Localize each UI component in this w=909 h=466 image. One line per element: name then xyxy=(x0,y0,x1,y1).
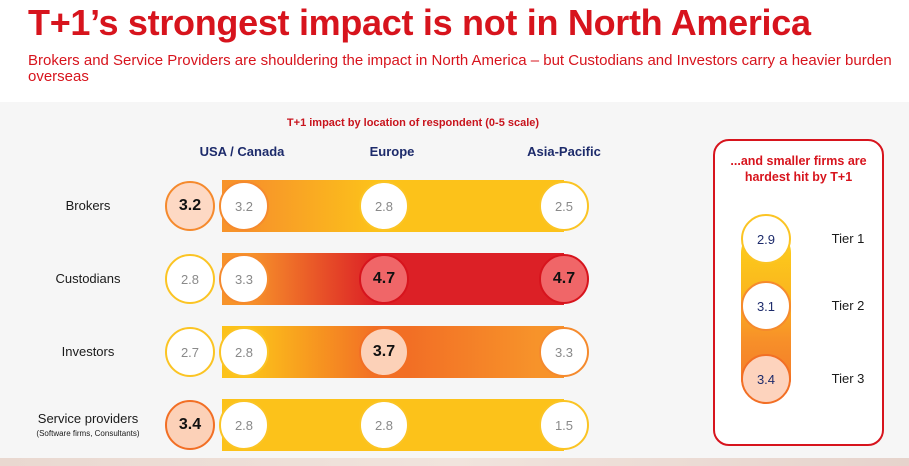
column-header-europe: Europe xyxy=(369,144,415,159)
tier-score-bubble: 2.9 xyxy=(741,214,791,264)
row-label: Brokers xyxy=(65,198,111,213)
tier-score-bubble: 3.4 xyxy=(741,354,791,404)
firm-size-title: ...and smaller firms are hardest hit by … xyxy=(730,154,867,184)
column-header-usa-canada: USA / Canada xyxy=(199,144,285,159)
tier-score-bubble: 3.1 xyxy=(741,281,791,331)
row-label: Service providers xyxy=(37,411,139,426)
score-bubble: 1.5 xyxy=(539,400,589,450)
row-label: Investors xyxy=(61,344,115,359)
score-bubble: 2.8 xyxy=(359,181,409,231)
score-bubble: 3.3 xyxy=(219,254,269,304)
score-bubble: 4.7 xyxy=(359,254,409,304)
column-header-asia-pacific: Asia-Pacific xyxy=(527,144,601,159)
page-title: T+1’s strongest impact is not in North A… xyxy=(28,2,811,43)
score-bubble: 2.8 xyxy=(219,400,269,450)
row-sublabel: (Software firms, Consultants) xyxy=(36,429,140,438)
score-bubble: 2.8 xyxy=(359,400,409,450)
score-bubble: 3.7 xyxy=(359,327,409,377)
score-bubble: 2.5 xyxy=(539,181,589,231)
score-bubble: 3.3 xyxy=(539,327,589,377)
score-bubble: 3.2 xyxy=(219,181,269,231)
overall-score-bubble: 2.8 xyxy=(165,254,215,304)
chart-title: T+1 impact by location of respondent (0-… xyxy=(286,117,540,129)
tier-label: Tier 2 xyxy=(831,298,865,313)
row-label: Custodians xyxy=(55,271,121,286)
score-bubble: 2.8 xyxy=(219,327,269,377)
overall-score-bubble: 3.4 xyxy=(165,400,215,450)
overall-score-bubble: 2.7 xyxy=(165,327,215,377)
page-subtitle: Brokers and Service Providers are should… xyxy=(28,52,892,85)
overall-score-bubble: 3.2 xyxy=(165,181,215,231)
tier-label: Tier 1 xyxy=(831,231,865,246)
firm-size-box xyxy=(713,139,884,446)
score-bubble: 4.7 xyxy=(539,254,589,304)
bottom-strip xyxy=(0,458,909,466)
tier-label: Tier 3 xyxy=(831,371,865,386)
